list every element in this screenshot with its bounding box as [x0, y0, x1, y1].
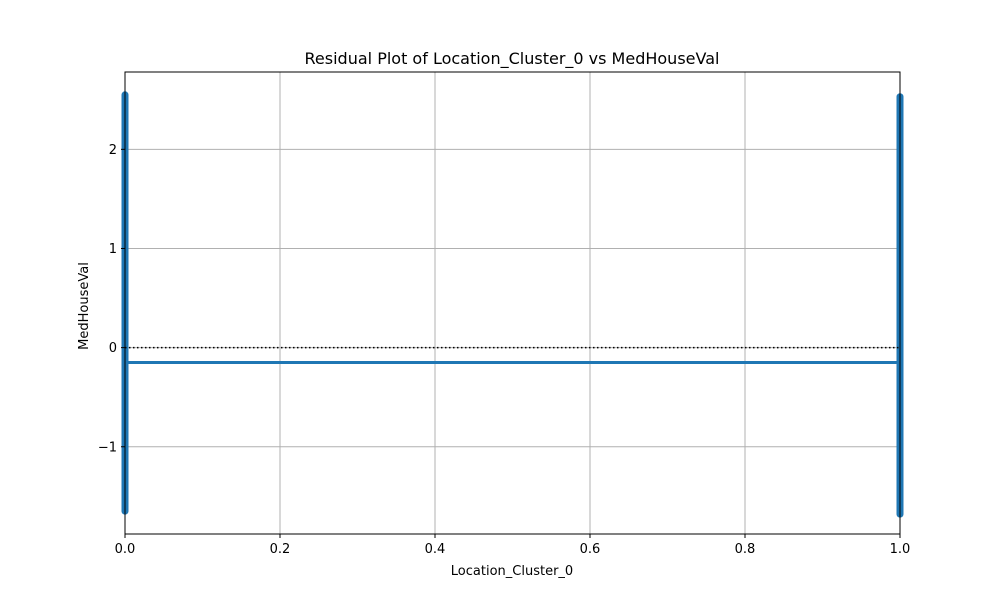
x-axis: 0.0 0.2 0.4 0.6 0.8 1.0	[115, 534, 911, 557]
y-tick-label: −1	[98, 440, 117, 455]
x-tick-label: 0.4	[425, 542, 446, 557]
x-axis-label: Location_Cluster_0	[451, 564, 573, 579]
x-tick-label: 1.0	[890, 542, 911, 557]
x-tick-label: 0.0	[115, 542, 136, 557]
y-tick-label: 0	[109, 341, 117, 356]
y-tick-label: 1	[109, 242, 117, 257]
y-axis: −1 0 1 2	[98, 143, 125, 455]
y-tick-label: 2	[109, 143, 117, 158]
x-tick-label: 0.2	[270, 542, 291, 557]
chart-title: Residual Plot of Location_Cluster_0 vs M…	[305, 49, 720, 69]
plot-frame	[124, 71, 901, 535]
x-tick-label: 0.6	[580, 542, 601, 557]
x-tick-label: 0.8	[735, 542, 756, 557]
y-axis-label: MedHouseVal	[77, 262, 92, 350]
